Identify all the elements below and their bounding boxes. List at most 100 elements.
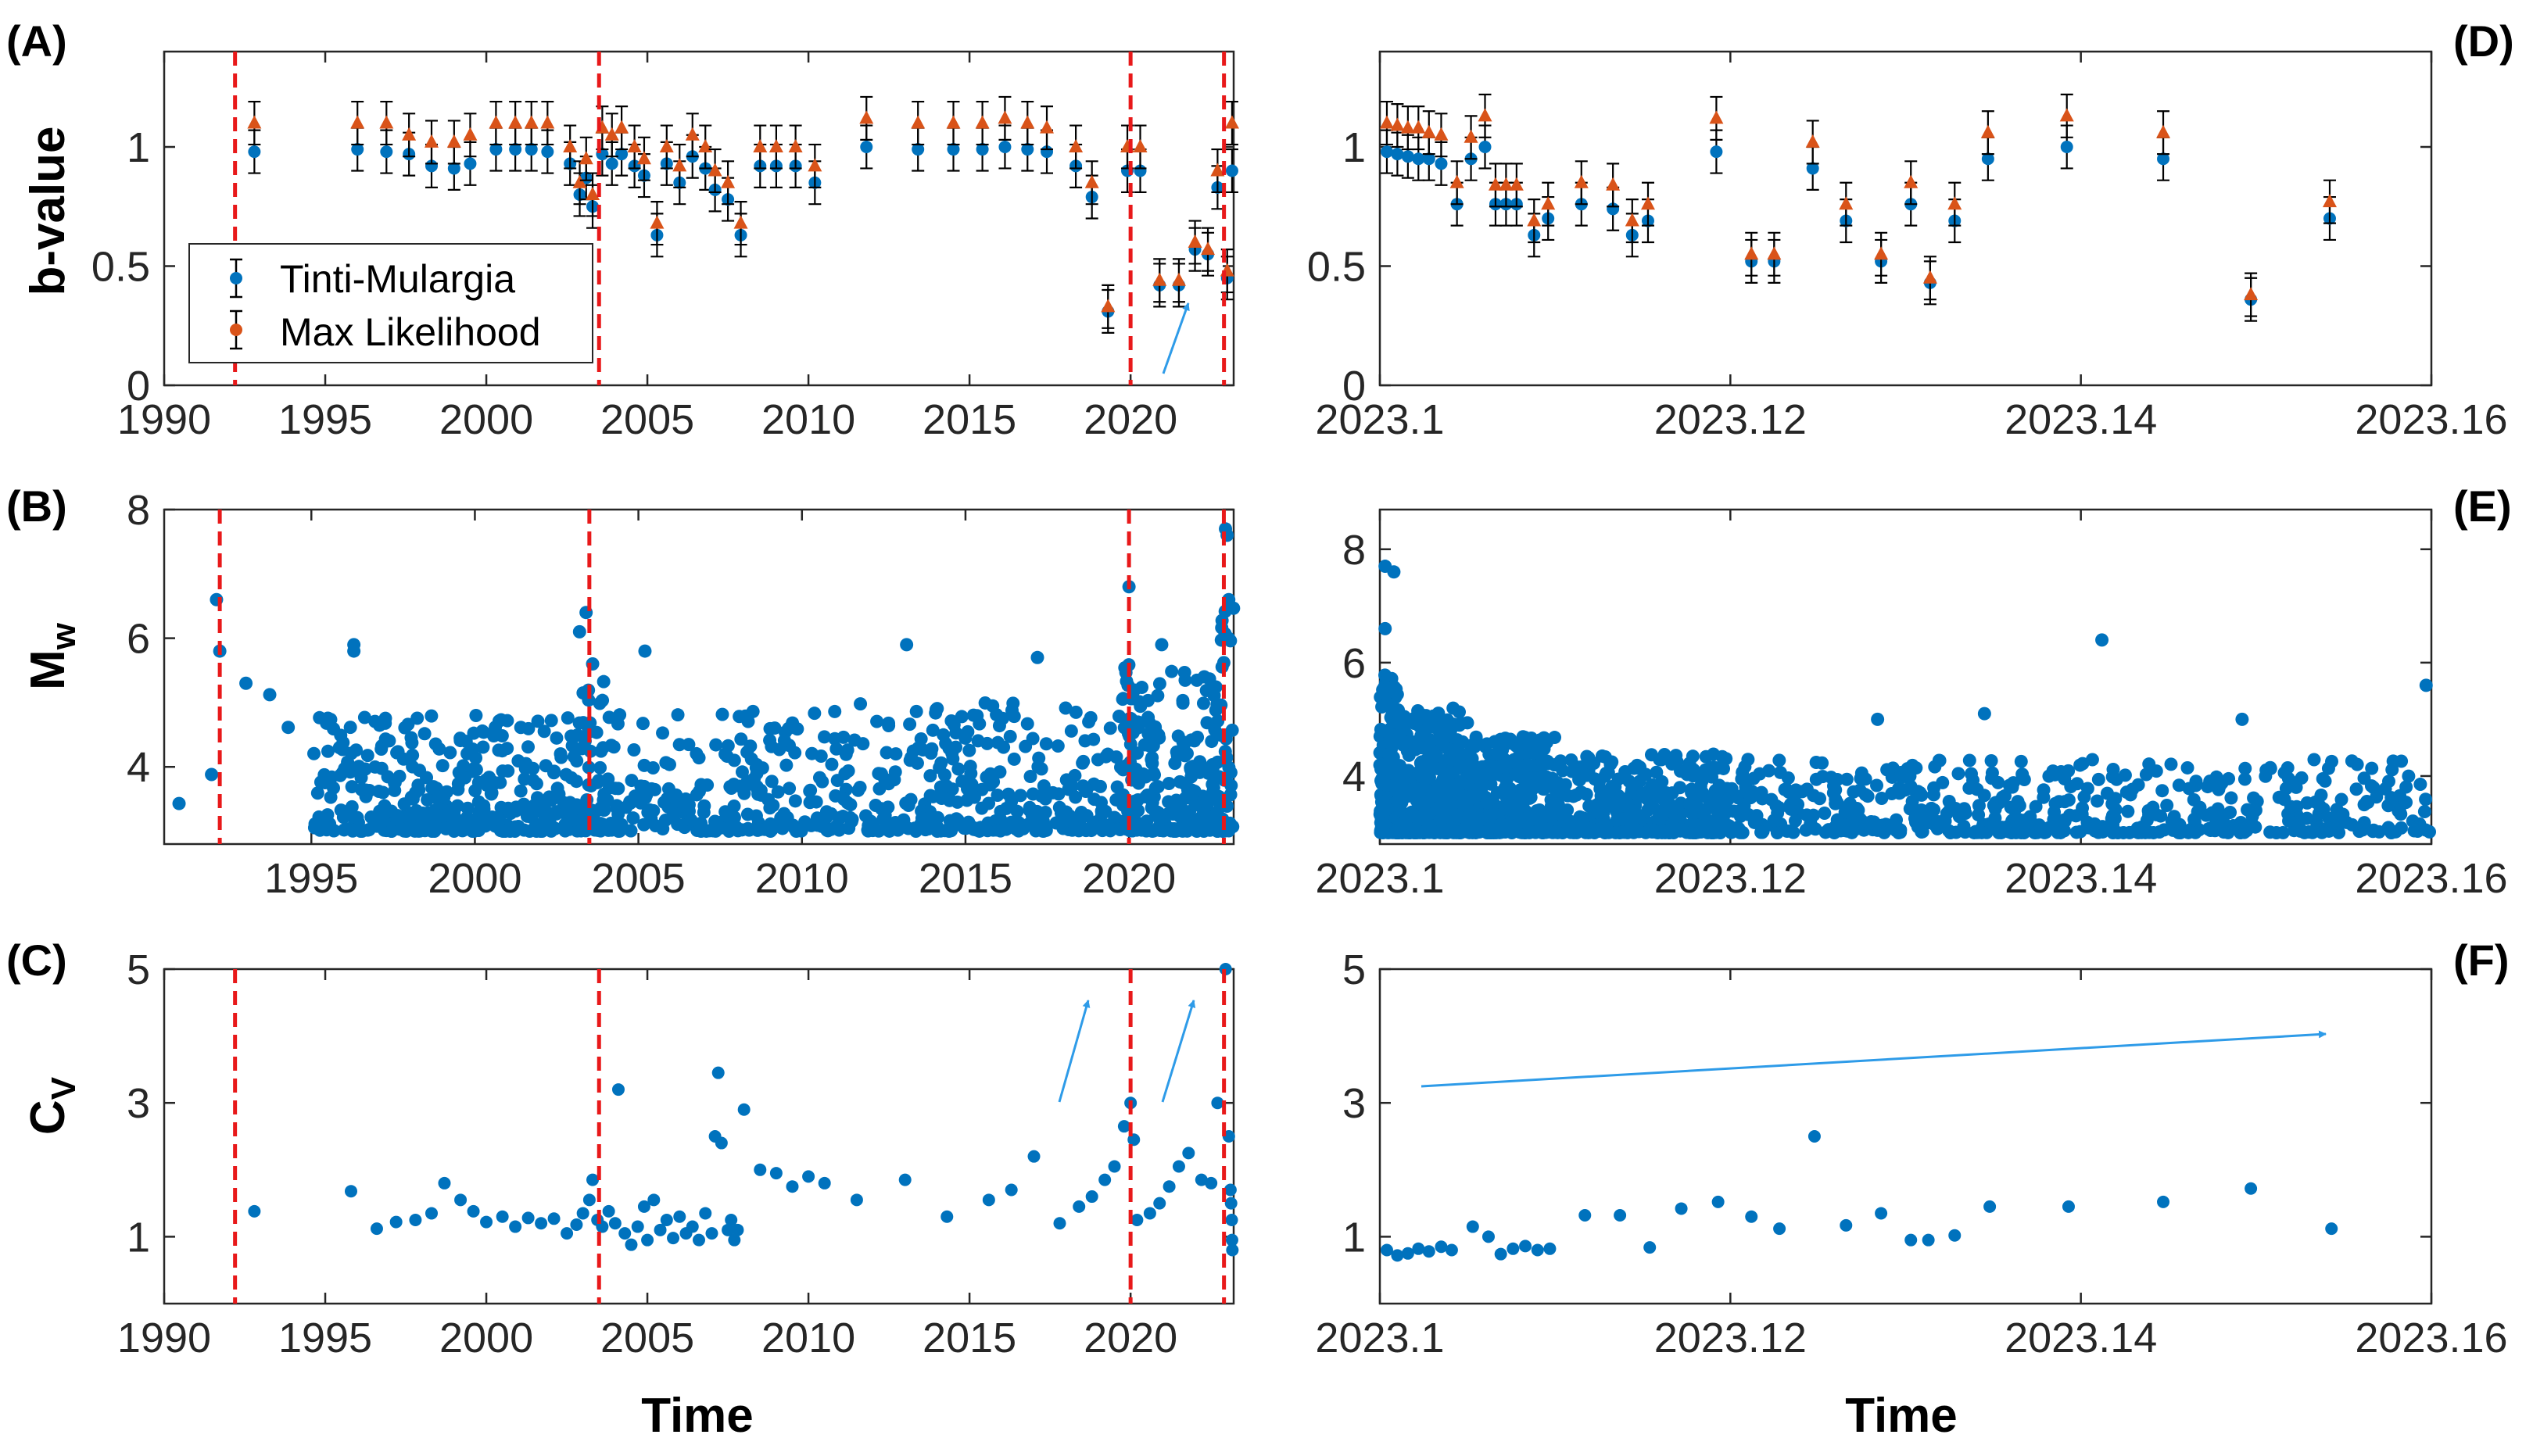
tm-point-a (525, 143, 538, 156)
ylabel-cv-main: C (21, 1100, 75, 1135)
cv-point-c (570, 1218, 583, 1231)
cv-point-f (1422, 1245, 1435, 1258)
mag-point-b (677, 800, 691, 814)
cv-point-c (1195, 1173, 1208, 1186)
ml-point-d (1606, 177, 1621, 191)
mag-point-b (824, 807, 838, 821)
mag-point-e (1875, 791, 1889, 805)
mag-point-b (607, 740, 621, 754)
mag-point-major-b (900, 638, 914, 652)
cv-point-c (673, 1210, 686, 1223)
cv-point-c (1143, 1207, 1156, 1220)
cv-point-c (467, 1204, 480, 1218)
cv-point-c (699, 1207, 712, 1220)
mag-point-e (1735, 772, 1749, 786)
mag-point-e (2004, 800, 2018, 814)
cv-point-c (1226, 1243, 1239, 1257)
mag-point-e (1533, 771, 1547, 785)
mag-point-e (1455, 717, 1469, 731)
mag-point-b (888, 765, 902, 779)
mag-point-e (1994, 794, 2008, 808)
mag-point-e (1406, 807, 1420, 821)
mag-point-b (385, 824, 399, 838)
ml-point-d (1767, 246, 1782, 260)
mag-point-b (1079, 785, 1093, 799)
mag-point-e (1575, 822, 1589, 836)
ytick-label-b: 8 (127, 487, 150, 534)
mag-point-b (1196, 696, 1210, 710)
mag-point-b (657, 796, 672, 810)
mag-point-b (659, 756, 673, 770)
mag-point-b (788, 746, 802, 760)
mag-point-b (1034, 762, 1048, 776)
mag-point-b (514, 784, 528, 798)
ml-point-d (1904, 174, 1919, 188)
mag-point-b (593, 760, 607, 775)
mag-point-b (1128, 806, 1142, 820)
mag-point-e (1625, 803, 1639, 817)
mag-point-b (336, 810, 350, 825)
mag-point-e (1685, 785, 1699, 800)
mag-point-e (2142, 757, 2156, 771)
mag-point-e (2070, 777, 2084, 791)
tm-point-d (1422, 152, 1435, 166)
cv-point-c (898, 1173, 912, 1186)
mag-point-b (477, 802, 491, 816)
mag-point-e (1598, 750, 1612, 764)
cv-point-c (850, 1193, 863, 1207)
cv-point-f (1507, 1242, 1520, 1255)
mag-point-b (521, 740, 536, 754)
mag-point-e (1659, 785, 1673, 800)
ml-point-a (998, 110, 1012, 124)
mag-point-b (672, 738, 686, 752)
mag-point-e (1915, 788, 1929, 802)
mag-point-e (2080, 782, 2094, 796)
ml-point-d (1922, 270, 1937, 284)
tm-point-a (447, 162, 460, 175)
xtick-label-c: 2010 (761, 1315, 855, 1361)
tm-point-d (1391, 148, 1404, 161)
mag-point-b (343, 721, 357, 735)
mag-point-b (851, 783, 865, 797)
mag-point-e (2139, 767, 2153, 782)
mag-point-b (318, 776, 332, 790)
mag-point-b (661, 782, 675, 796)
mag-point-major-b (1030, 650, 1044, 664)
mag-point-e (1444, 792, 1458, 806)
mag-point-b (856, 737, 870, 751)
mag-point-b (715, 707, 729, 721)
mag-point-b (428, 737, 442, 751)
arrow-f-trend (1421, 1030, 2327, 1088)
mag-point-e (1962, 753, 1976, 767)
mag-point-b (1205, 735, 1219, 749)
mag-point-e (2201, 780, 2215, 794)
xtick-label-d: 2023.12 (1654, 396, 1807, 443)
ml-point-a (379, 115, 394, 129)
mag-point-e (1440, 803, 1454, 817)
legend-box (188, 243, 593, 363)
mag-point-b (637, 758, 651, 772)
mag-point-b (636, 717, 650, 731)
xtick-label-b: 2010 (755, 855, 849, 902)
mag-point-b (1026, 732, 1040, 746)
mag-point-e (1424, 760, 1438, 774)
mag-point-b (840, 796, 854, 810)
ytick-label-d: 0.5 (1307, 244, 1366, 291)
ml-point-a (672, 158, 687, 172)
mag-point-e (2119, 785, 2134, 800)
mag-point-b (477, 725, 491, 739)
cv-point-c (705, 1227, 718, 1240)
mag-point-b (544, 819, 558, 833)
mag-point-e (1847, 785, 1861, 799)
cv-point-c (737, 1103, 751, 1116)
cv-point-c (586, 1173, 600, 1186)
mag-point-e (1991, 775, 2005, 789)
tm-point-a (1021, 143, 1034, 156)
mag-point-b (281, 721, 296, 735)
arrow-a-trend (1162, 302, 1190, 374)
mag-point-e (1942, 803, 1956, 817)
mag-point-b (580, 793, 594, 807)
mag-point-b (682, 738, 696, 752)
mag-point-b (771, 785, 785, 799)
mag-point-major-e (1378, 621, 1392, 635)
